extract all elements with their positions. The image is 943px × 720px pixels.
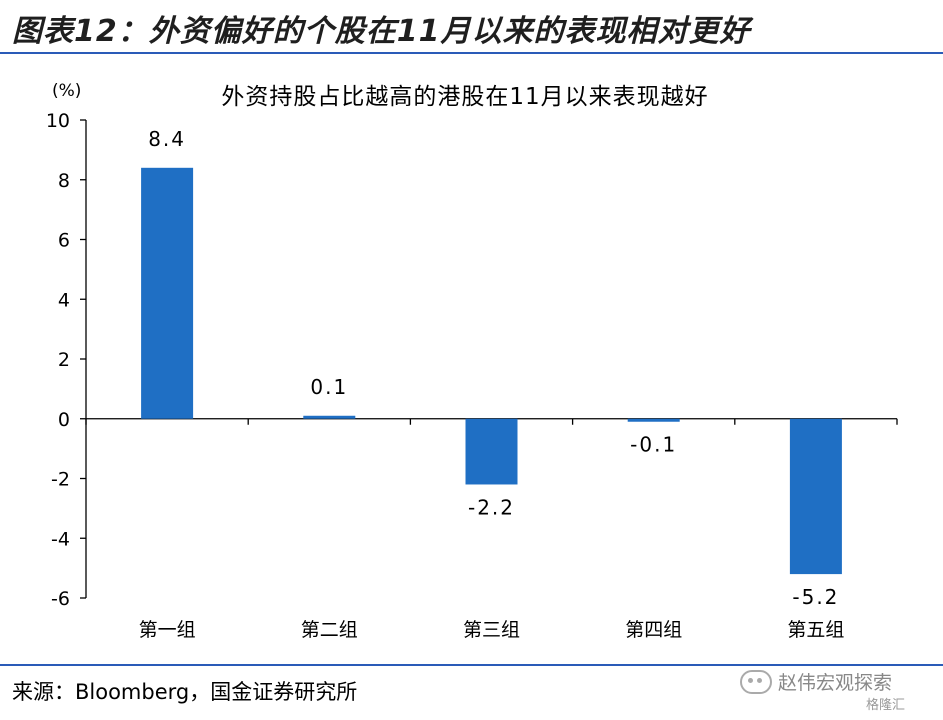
bar xyxy=(141,167,194,419)
y-tick-label: -6 xyxy=(51,588,70,610)
title-rule xyxy=(0,52,943,54)
bar xyxy=(465,418,518,485)
figure-title: 图表12：外资偏好的个股在11月以来的表现相对更好 xyxy=(12,14,751,49)
data-label: -0.1 xyxy=(630,433,677,457)
y-tick-label: -2 xyxy=(51,469,70,491)
category-label: 第一组 xyxy=(139,619,196,641)
footer-rule xyxy=(0,664,943,666)
wechat-icon xyxy=(740,669,772,694)
bar xyxy=(627,418,680,422)
source-note: 来源：Bloomberg，国金证券研究所 xyxy=(12,680,358,704)
y-tick-label: 4 xyxy=(58,289,70,311)
data-label: 0.1 xyxy=(310,375,348,399)
y-tick-label: 8 xyxy=(58,170,70,192)
watermark: 赵伟宏观探索 xyxy=(740,668,892,695)
category-label: 第三组 xyxy=(463,619,520,641)
y-tick-label: 10 xyxy=(46,110,70,132)
bar xyxy=(303,415,356,419)
data-label: -2.2 xyxy=(468,495,515,519)
y-tick-label: 6 xyxy=(58,230,70,252)
chart-title: 外资持股占比越高的港股在11月以来表现越好 xyxy=(221,84,708,110)
watermark-sub: 格隆汇 xyxy=(866,698,906,713)
y-tick-label: 0 xyxy=(58,409,70,431)
watermark-text: 赵伟宏观探索 xyxy=(778,672,893,694)
data-label: 8.4 xyxy=(148,127,186,151)
y-tick-label: -4 xyxy=(51,528,70,550)
data-label: -5.2 xyxy=(792,585,839,609)
bar xyxy=(789,418,842,575)
category-label: 第二组 xyxy=(301,619,358,641)
category-label: 第四组 xyxy=(625,619,682,641)
y-axis-unit: (%) xyxy=(52,81,81,101)
y-tick-label: 2 xyxy=(58,349,70,371)
bar-chart: 外资持股占比越高的港股在11月以来表现越好 (%) -6 -4 -2 0 2 4 6 8 10 8.4… xyxy=(46,81,898,641)
category-label: 第五组 xyxy=(787,619,844,641)
